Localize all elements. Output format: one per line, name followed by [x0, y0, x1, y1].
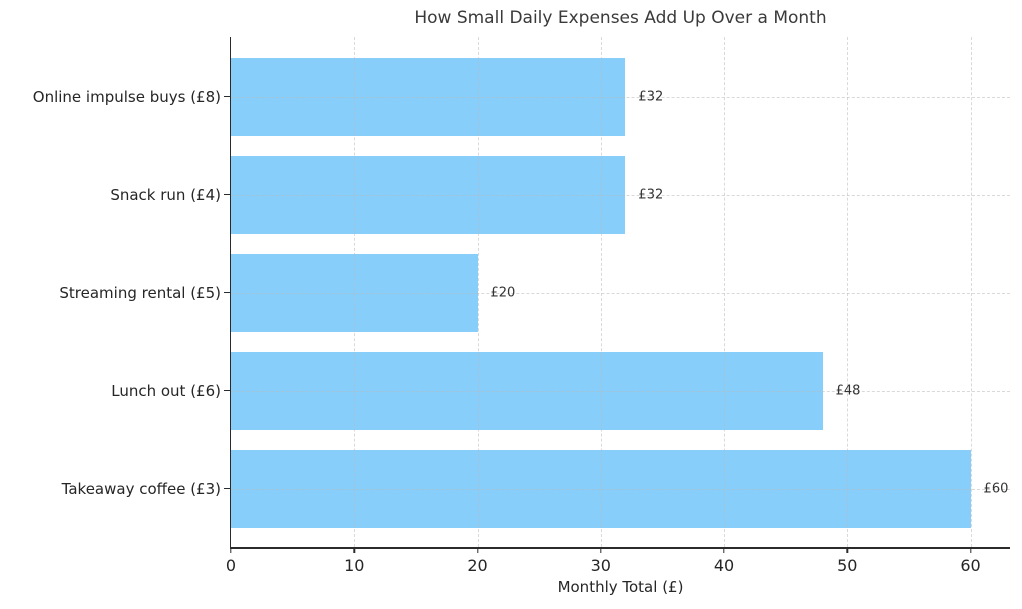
x-tick-mark: [723, 547, 725, 553]
y-tick-label: Lunch out (£6): [111, 381, 221, 400]
x-tick-mark: [476, 547, 479, 553]
x-tick-mark: [230, 547, 232, 553]
horizontal-gridline: [231, 96, 1010, 98]
vertical-gridline: [477, 37, 479, 547]
vertical-gridline: [724, 37, 726, 547]
bar-value-label: £48: [835, 383, 861, 399]
x-tick-mark: [353, 547, 355, 553]
x-tick-mark: [969, 547, 972, 553]
x-tick-label: 60: [960, 556, 981, 575]
y-tick-label: Streaming rental (£5): [59, 283, 221, 302]
horizontal-gridline: [231, 488, 1010, 490]
horizontal-gridline: [231, 194, 1010, 196]
vertical-gridline: [354, 37, 356, 547]
x-tick-label: 10: [344, 556, 365, 575]
horizontal-gridline: [231, 390, 1010, 392]
x-axis-spine: [229, 547, 1010, 549]
y-tick-mark: [224, 488, 230, 490]
y-tick-label: Takeaway coffee (£3): [61, 479, 221, 498]
x-tick-label: 30: [590, 556, 611, 575]
bar-value-label: £32: [638, 89, 664, 105]
horizontal-gridline: [231, 292, 1010, 294]
x-tick-label: 40: [713, 556, 735, 575]
bar-value-label: £20: [490, 285, 516, 301]
x-tick-mark: [846, 547, 848, 553]
bar-value-label: £32: [638, 187, 664, 203]
x-tick-label: 50: [837, 556, 858, 575]
vertical-gridline: [600, 37, 602, 547]
x-tick-label: 20: [467, 556, 488, 575]
chart-title: How Small Daily Expenses Add Up Over a M…: [414, 8, 827, 28]
y-tick-label: Online impulse buys (£8): [32, 87, 221, 106]
plot-area: 0 10 20 30 40 50 60 £32 Online impulse buys (£8)…: [33, 37, 1010, 575]
y-tick-label: Snack run (£4): [110, 185, 221, 204]
y-tick-mark: [224, 96, 230, 98]
y-axis-spine: [229, 37, 231, 547]
y-tick-mark: [224, 390, 230, 392]
y-tick-mark: [224, 292, 230, 294]
x-tick-mark: [600, 547, 602, 553]
vertical-gridline: [847, 37, 849, 547]
x-tick-label: 0: [225, 556, 237, 575]
bar-value-label: £60: [983, 481, 1009, 497]
y-tick-mark: [224, 194, 230, 196]
x-axis-label: Monthly Total (£): [557, 578, 684, 596]
vertical-gridline: [970, 37, 972, 547]
